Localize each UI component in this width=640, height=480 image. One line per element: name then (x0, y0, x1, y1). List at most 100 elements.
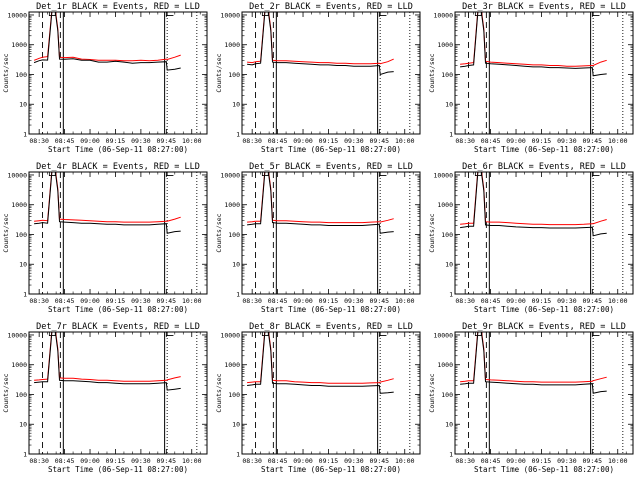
x-axis-label: Start Time (06-Sep-11 08:27:00) (261, 305, 401, 314)
x-tick-label: 09:00 (506, 457, 526, 465)
x-tick-label: 09:45 (583, 297, 603, 305)
events-series-line (34, 172, 181, 234)
x-tick-label: 10:00 (608, 137, 628, 145)
x-tick-label: 09:00 (80, 137, 100, 145)
chart-title: Det_5r BLACK = Events, RED = LLD (249, 162, 413, 172)
events-series-line (34, 332, 181, 391)
chart-title: Det_8r BLACK = Events, RED = LLD (249, 322, 413, 332)
x-tick-label: 08:30 (242, 297, 262, 305)
y-tick-label: 10000 (433, 331, 453, 339)
y-tick-label: 1000 (11, 201, 27, 209)
x-tick-label: 09:00 (506, 137, 526, 145)
events-series-line (247, 172, 394, 234)
attenuator-step-marker (166, 12, 174, 16)
y-tick-label: 100 (441, 391, 453, 399)
x-tick-label: 09:30 (557, 137, 577, 145)
x-tick-label: 09:15 (319, 297, 339, 305)
y-tick-label: 10000 (7, 171, 27, 179)
plot-frame (28, 11, 208, 135)
x-tick-label: 09:00 (293, 457, 313, 465)
y-tick-label: 1000 (437, 361, 453, 369)
events-series-line (247, 332, 394, 394)
x-tick-label: 08:30 (29, 137, 49, 145)
y-tick-label: 10 (232, 421, 240, 429)
attenuator-step-marker (592, 172, 600, 176)
x-tick-label: 10:00 (182, 297, 202, 305)
y-axis-label: Counts/sec (2, 373, 10, 412)
x-tick-label: 09:15 (532, 457, 552, 465)
plot-frame (241, 331, 421, 455)
x-tick-label: 08:30 (29, 457, 49, 465)
x-tick-label: 09:00 (80, 297, 100, 305)
x-tick-label: 09:15 (106, 297, 126, 305)
x-tick-label: 09:30 (131, 297, 151, 305)
y-tick-label: 1000 (11, 41, 27, 49)
attenuator-step-marker (379, 332, 387, 336)
x-tick-label: 08:30 (455, 137, 475, 145)
y-tick-label: 1 (236, 291, 240, 299)
detector-chart: Det_5r BLACK = Events, RED = LLD Counts/s… (215, 162, 421, 314)
attenuator-step-marker (592, 332, 600, 336)
y-tick-label: 1 (236, 451, 240, 459)
events-series-line (460, 332, 607, 394)
y-tick-label: 10 (445, 101, 453, 109)
x-tick-label: 09:15 (319, 137, 339, 145)
detector-chart: Det_6r BLACK = Events, RED = LLD Counts/s… (428, 162, 634, 314)
x-tick-label: 09:45 (157, 457, 177, 465)
y-tick-label: 1000 (224, 361, 240, 369)
y-tick-label: 1 (449, 131, 453, 139)
detector-chart: Det_3r BLACK = Events, RED = LLD Counts/s… (428, 2, 634, 154)
y-tick-label: 100 (15, 391, 27, 399)
y-tick-label: 1 (449, 291, 453, 299)
y-tick-label: 1000 (224, 201, 240, 209)
x-tick-label: 09:45 (370, 137, 390, 145)
y-tick-label: 10 (19, 261, 27, 269)
x-tick-label: 09:30 (344, 457, 364, 465)
x-tick-label: 08:45 (55, 297, 75, 305)
attenuator-step-marker (166, 172, 174, 176)
x-axis-label: Start Time (06-Sep-11 08:27:00) (474, 145, 614, 154)
y-tick-label: 10000 (7, 331, 27, 339)
x-tick-label: 08:45 (481, 457, 501, 465)
y-tick-label: 1 (236, 131, 240, 139)
y-axis-label: Counts/sec (215, 373, 223, 412)
chart-title: Det_3r BLACK = Events, RED = LLD (462, 2, 626, 12)
chart-title: Det_6r BLACK = Events, RED = LLD (462, 162, 626, 172)
x-tick-label: 09:15 (106, 137, 126, 145)
x-tick-label: 09:30 (344, 297, 364, 305)
x-tick-label: 09:30 (131, 457, 151, 465)
y-tick-label: 10 (19, 421, 27, 429)
x-tick-label: 10:00 (182, 457, 202, 465)
detector-chart: Det_4r BLACK = Events, RED = LLD Counts/s… (2, 162, 208, 314)
chart-title: Det_2r BLACK = Events, RED = LLD (249, 2, 413, 12)
x-tick-label: 08:30 (455, 457, 475, 465)
x-tick-label: 10:00 (608, 297, 628, 305)
x-tick-label: 08:45 (268, 457, 288, 465)
y-tick-label: 10 (445, 261, 453, 269)
x-tick-label: 09:45 (583, 137, 603, 145)
detector-chart: Det_2r BLACK = Events, RED = LLD Counts/s… (215, 2, 421, 154)
x-tick-label: 08:45 (481, 297, 501, 305)
y-axis-label: Counts/sec (428, 53, 436, 92)
x-tick-label: 08:45 (268, 297, 288, 305)
plot-frame (28, 331, 208, 455)
y-axis-label: Counts/sec (428, 373, 436, 412)
y-tick-label: 10 (19, 101, 27, 109)
detector-chart: Det_8r BLACK = Events, RED = LLD Counts/s… (215, 322, 421, 474)
x-tick-label: 09:45 (157, 137, 177, 145)
x-tick-label: 08:45 (55, 457, 75, 465)
x-tick-label: 08:30 (455, 297, 475, 305)
plot-frame (241, 11, 421, 135)
x-tick-label: 08:45 (481, 137, 501, 145)
x-tick-label: 09:30 (344, 137, 364, 145)
plot-frame (454, 11, 634, 135)
plot-frame (454, 331, 634, 455)
y-axis-label: Counts/sec (2, 213, 10, 252)
x-tick-label: 09:00 (293, 137, 313, 145)
attenuator-step-marker (379, 172, 387, 176)
x-tick-label: 09:00 (80, 457, 100, 465)
x-tick-label: 09:45 (370, 297, 390, 305)
x-tick-label: 09:00 (506, 297, 526, 305)
y-tick-label: 1000 (437, 201, 453, 209)
